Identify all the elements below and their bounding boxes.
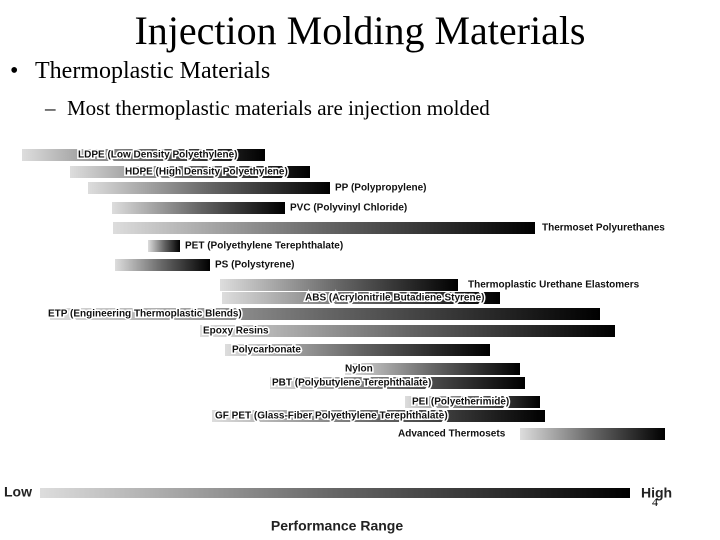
material-label: Epoxy Resins bbox=[203, 326, 269, 337]
range-chart: LDPE (Low Density Polyethylene) HDPE (Hig… bbox=[22, 148, 667, 441]
range-bar bbox=[112, 202, 285, 214]
range-bar bbox=[225, 344, 490, 356]
range-bar bbox=[88, 182, 330, 194]
material-label: Nylon bbox=[345, 364, 373, 375]
material-label: HDPE (High Density Polyethylene) bbox=[125, 167, 288, 178]
range-bar bbox=[115, 259, 210, 271]
material-label: Thermoplastic Urethane Elastomers bbox=[468, 280, 640, 291]
range-bar bbox=[113, 222, 535, 234]
sub-bullet: Most thermoplastic materials are injecti… bbox=[67, 96, 490, 120]
material-label: PS (Polystyrene) bbox=[215, 260, 294, 271]
material-label: PVC (Polyvinyl Chloride) bbox=[290, 203, 407, 214]
range-bar bbox=[220, 279, 458, 291]
axis-title: Performance Range bbox=[271, 518, 403, 534]
axis-high: High bbox=[641, 485, 672, 501]
range-bar bbox=[405, 396, 540, 408]
axis-bar bbox=[40, 488, 630, 498]
sub-bullet-mark: – bbox=[44, 96, 56, 120]
material-label: GF PET (Glass-Fiber Polyethylene Terepht… bbox=[215, 411, 448, 422]
axis-low: Low bbox=[4, 484, 32, 500]
material-label: ETP (Engineering Thermoplastic Blends) bbox=[48, 309, 242, 320]
range-bar bbox=[70, 166, 310, 178]
page-number: 4 bbox=[652, 495, 658, 509]
material-label: ABS (Acrylonitrile Butadiene Styrene) bbox=[305, 293, 484, 304]
range-bar bbox=[270, 377, 525, 389]
material-label: PET (Polyethylene Terephthalate) bbox=[185, 241, 343, 252]
range-bar bbox=[22, 149, 265, 161]
material-label: PP (Polypropylene) bbox=[335, 183, 427, 194]
range-bar bbox=[520, 428, 665, 440]
material-label: Thermoset Polyurethanes bbox=[542, 223, 665, 234]
range-bar bbox=[345, 363, 520, 375]
slide-title: Injection Molding Materials bbox=[134, 8, 585, 53]
range-bar bbox=[148, 240, 180, 252]
material-label: PEI (Polyetherimide) bbox=[412, 397, 509, 408]
bullet: Thermoplastic Materials bbox=[35, 58, 270, 84]
bullet-mark: • bbox=[10, 58, 18, 84]
material-label: LDPE (Low Density Polyethylene) bbox=[78, 150, 237, 161]
range-bar bbox=[222, 292, 500, 304]
range-bar bbox=[50, 308, 600, 320]
material-label: PBT (Polybutylene Terephthalate) bbox=[272, 378, 431, 389]
range-bar bbox=[212, 410, 545, 422]
material-label: Polycarbonate bbox=[232, 345, 301, 356]
range-bar bbox=[200, 325, 615, 337]
material-label: Advanced Thermosets bbox=[398, 429, 506, 440]
